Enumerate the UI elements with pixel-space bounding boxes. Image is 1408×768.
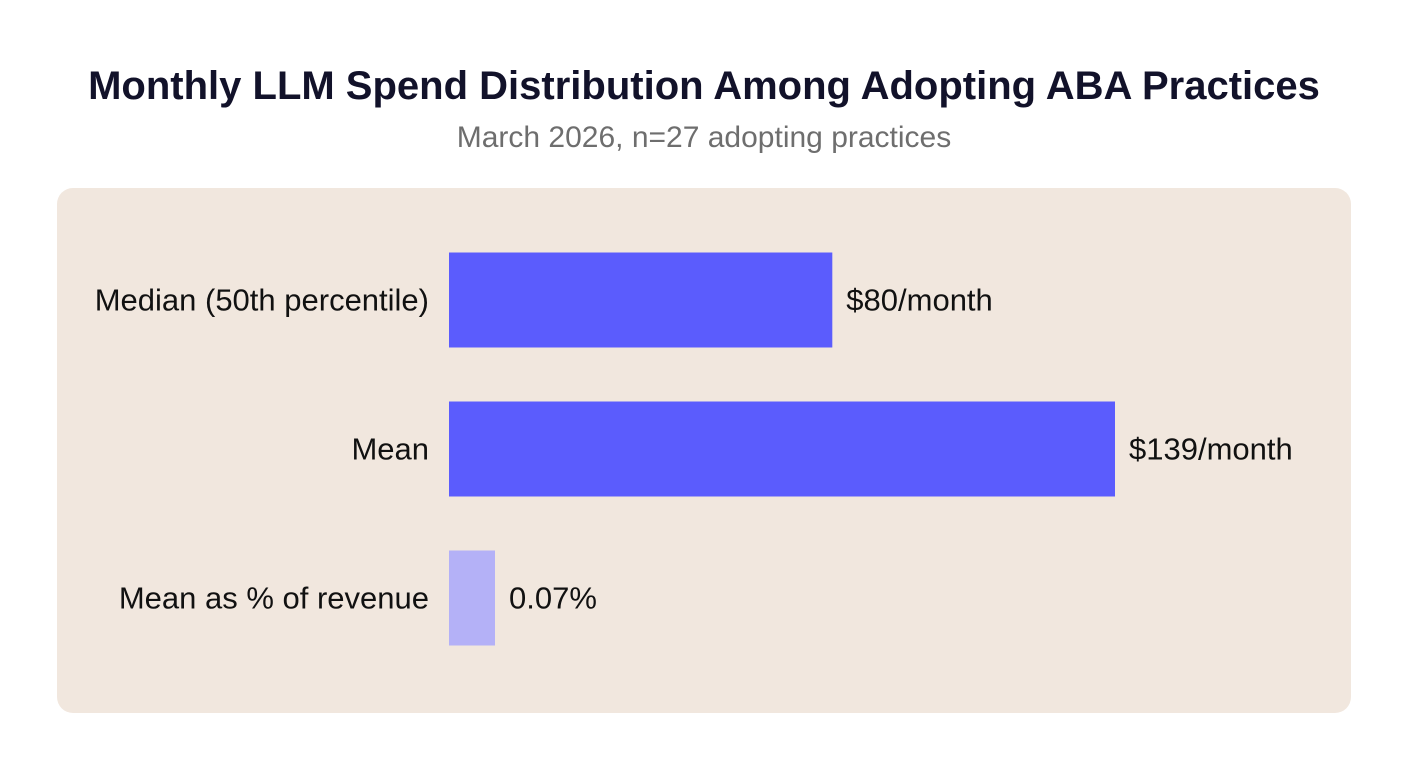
value-label: 0.07% — [509, 581, 597, 616]
bar — [449, 252, 833, 348]
value-label: $80/month — [846, 283, 993, 318]
category-label: Mean — [351, 432, 429, 467]
category-label: Mean as % of revenue — [119, 581, 429, 616]
chart-title: Monthly LLM Spend Distribution Among Ado… — [88, 64, 1320, 108]
bar — [449, 401, 1115, 497]
value-label: $139/month — [1129, 432, 1293, 467]
chart-subtitle: March 2026, n=27 adopting practices — [456, 121, 952, 154]
category-label: Median (50th percentile) — [95, 283, 429, 318]
bars-layer: Median (50th percentile) $80/month Mean $13… — [95, 252, 1293, 646]
bar — [449, 550, 495, 646]
